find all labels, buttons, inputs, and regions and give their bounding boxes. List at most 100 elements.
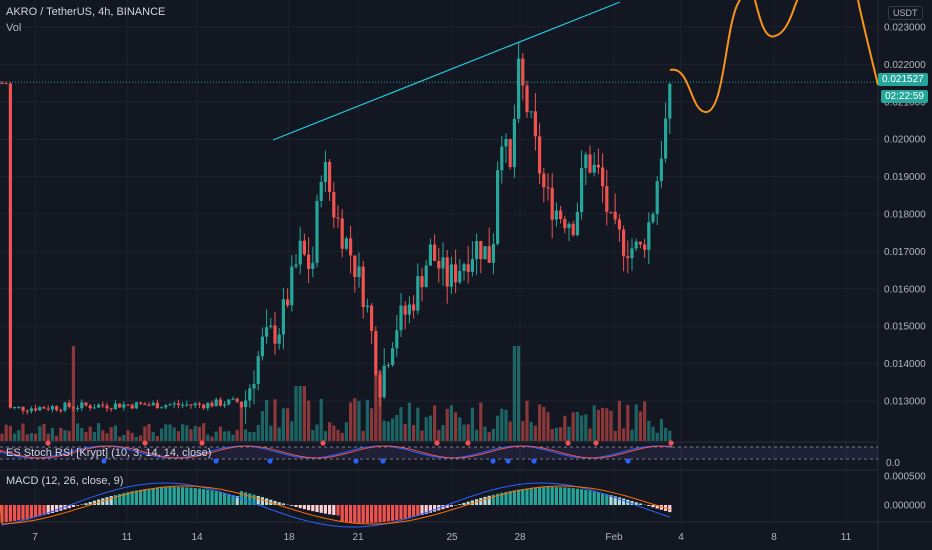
candle-body: [521, 58, 525, 86]
macd-histogram-bar: [609, 495, 613, 505]
volume-bar: [25, 434, 29, 441]
candle-body: [252, 383, 256, 389]
candle-body: [21, 406, 25, 411]
volume-bar: [403, 424, 407, 441]
macd-histogram-bar: [42, 505, 46, 516]
volume-bar: [46, 433, 50, 441]
macd-histogram-bar: [592, 491, 596, 505]
candle-body: [445, 257, 449, 287]
candle-body: [109, 408, 113, 410]
stoch-signal-dot: [320, 440, 326, 446]
macd-histogram-bar: [353, 505, 357, 523]
candle-body: [504, 139, 508, 147]
volume-bar: [512, 346, 516, 441]
candle-body: [273, 325, 277, 344]
volume-bar: [319, 398, 323, 441]
time-tick-label: 14: [191, 532, 203, 543]
macd-histogram-bar: [206, 489, 210, 505]
candle-body: [256, 356, 260, 384]
candle-body: [311, 262, 315, 269]
candle-body: [349, 238, 353, 256]
candle-body: [185, 404, 189, 406]
candle-body: [580, 168, 584, 213]
candle-body: [420, 276, 424, 288]
candle-body: [8, 83, 12, 408]
macd-histogram-bar: [584, 489, 588, 505]
macd-histogram-bar: [181, 487, 185, 505]
macd-histogram-bar: [420, 505, 424, 515]
currency-button[interactable]: USDT: [888, 6, 923, 20]
candle-body: [634, 241, 638, 249]
volume-bar: [315, 424, 319, 441]
volume-bar: [147, 423, 151, 441]
candle-body: [567, 223, 571, 229]
macd-histogram-bar: [533, 487, 537, 505]
volume-bar: [458, 417, 462, 441]
candle-body: [559, 210, 563, 220]
projection-path: [669, 0, 879, 113]
macd-histogram-bar: [172, 487, 176, 505]
volume-bar: [290, 421, 294, 441]
symbol-legend[interactable]: AKRO / TetherUS, 4h, BINANCE: [6, 6, 165, 18]
macd-histogram-bar: [34, 505, 38, 518]
macd-histogram-bar: [92, 500, 96, 505]
candle-body: [147, 404, 151, 406]
macd-histogram-bar: [118, 493, 122, 505]
volume-bar: [311, 429, 315, 441]
stoch-rsi-legend[interactable]: ES Stoch RSI [Krypt] (10, 3, 14, 14, clo…: [6, 447, 211, 459]
volume-bar: [567, 426, 571, 441]
candle-body: [428, 244, 432, 266]
macd-histogram-bar: [193, 488, 197, 505]
volume-bar: [483, 426, 487, 441]
macd-histogram-bar: [538, 487, 542, 505]
time-tick-label: 11: [122, 532, 133, 543]
candle-body: [437, 260, 441, 269]
volume-bar: [189, 429, 193, 441]
volume-bar: [34, 433, 38, 441]
volume-bar: [378, 371, 382, 441]
candle-body: [122, 404, 126, 408]
volume-bar: [172, 427, 176, 441]
volume-bar: [601, 407, 605, 441]
volume-bar: [0, 433, 4, 441]
volume-bar: [538, 404, 542, 441]
candle-body: [433, 244, 437, 261]
candle-body: [651, 213, 655, 223]
macd-histogram-bar: [391, 505, 395, 521]
candle-body: [231, 398, 235, 400]
macd-histogram-bar: [55, 505, 59, 512]
macd-legend[interactable]: MACD (12, 26, close, 9): [6, 475, 123, 487]
candle-body: [298, 240, 302, 265]
volume-bar: [609, 410, 613, 441]
stoch-signal-dot: [199, 440, 205, 446]
macd-histogram-bar: [479, 498, 483, 505]
volume-bar: [63, 430, 67, 441]
volume-bar: [118, 436, 122, 441]
macd-histogram-bar: [88, 501, 92, 505]
candle-body: [164, 405, 168, 408]
volume-bar: [260, 411, 264, 441]
macd-histogram-bar: [559, 487, 563, 505]
macd-histogram-bar: [46, 505, 50, 515]
candle-body: [517, 58, 521, 119]
macd-histogram-bar: [0, 505, 4, 523]
volume-bar: [256, 424, 260, 441]
macd-histogram-bar: [374, 505, 378, 523]
volume-bar: [622, 428, 626, 441]
volume-bar: [353, 398, 357, 441]
price-tick-label: 0.019000: [884, 172, 926, 183]
macd-histogram-bar: [361, 505, 365, 523]
candle-body: [668, 83, 672, 119]
volume-bar: [344, 422, 348, 441]
volume-legend[interactable]: Vol: [6, 22, 21, 34]
macd-histogram-bar: [147, 488, 151, 505]
candle-body: [617, 219, 621, 230]
volume-bar: [134, 436, 138, 441]
candle-body: [525, 85, 529, 113]
stoch-rsi-label: ES Stoch RSI [Krypt] (10, 3, 14, 14, clo…: [6, 447, 212, 459]
candle-body: [483, 246, 487, 260]
volume-bar: [4, 424, 8, 441]
macd-histogram-bar: [315, 505, 319, 513]
macd-histogram-bar: [491, 494, 495, 505]
